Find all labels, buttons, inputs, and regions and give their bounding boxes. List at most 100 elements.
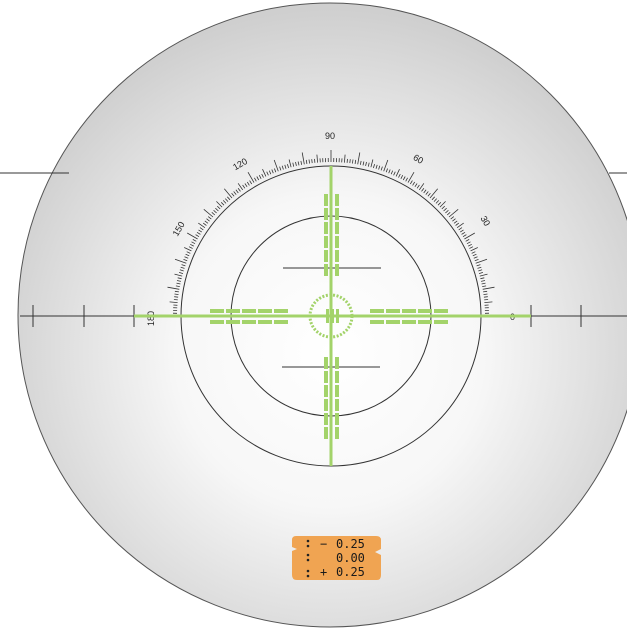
- protractor-tick: [297, 161, 300, 166]
- protractor-tick: [198, 229, 203, 233]
- protractor-tick: [261, 173, 264, 178]
- protractor-tick: [220, 202, 225, 206]
- protractor-tick: [478, 269, 483, 272]
- protractor-tick: [273, 159, 279, 172]
- protractor-tick: [383, 159, 389, 172]
- protractor-tick: [354, 159, 357, 164]
- protractor-tick: [186, 251, 191, 254]
- power-zero-value[interactable]: 0.00: [336, 551, 365, 565]
- protractor-tick: [466, 241, 471, 245]
- protractor-tick: [483, 290, 488, 293]
- bullet-dot-icon: [306, 569, 310, 573]
- protractor-tick: [180, 266, 185, 269]
- protractor-tick: [256, 176, 260, 181]
- protractor-tick: [448, 208, 459, 218]
- protractor-tick: [181, 264, 186, 267]
- protractor-tick: [393, 171, 396, 176]
- protractor-tick: [274, 168, 277, 173]
- protractor-tick: [421, 187, 425, 192]
- target-bar: [402, 309, 416, 313]
- protractor-tick: [288, 159, 292, 168]
- bullet-dot-icon: [306, 539, 310, 543]
- target-bar: [434, 309, 448, 313]
- protractor-tick: [174, 258, 187, 264]
- protractor-tick: [409, 180, 413, 185]
- protractor-tick: [242, 184, 246, 189]
- protractor-tick: [446, 212, 451, 216]
- protractor-tick: [227, 196, 231, 201]
- target-bar: [274, 320, 288, 324]
- scale-label-60: 60: [411, 152, 425, 166]
- target-bar: [434, 320, 448, 324]
- protractor-tick: [480, 277, 485, 280]
- target-bar: [324, 399, 328, 411]
- target-bar: [335, 413, 339, 425]
- protractor-tick: [199, 227, 204, 231]
- protractor-tick: [281, 165, 284, 170]
- protractor-tick: [174, 293, 179, 295]
- protractor-tick: [412, 181, 416, 186]
- target-center-ring: [308, 293, 354, 339]
- target-bar: [226, 320, 240, 324]
- protractor-tick: [185, 253, 190, 257]
- protractor-tick: [427, 192, 431, 197]
- scale-label-30: 30: [479, 214, 493, 228]
- protractor-tick: [357, 152, 361, 165]
- protractor-tick: [231, 192, 235, 197]
- protractor-tick: [246, 181, 250, 186]
- protractor-tick: [362, 161, 365, 166]
- protractor-tick: [271, 169, 274, 174]
- protractor-tick: [479, 273, 488, 277]
- protractor-tick: [237, 187, 241, 192]
- protractor-tick: [237, 183, 244, 191]
- protractor-tick: [481, 280, 486, 282]
- target-bar: [370, 309, 384, 313]
- protractor-tick: [380, 166, 383, 171]
- power-minus-value[interactable]: 0.25: [336, 537, 365, 551]
- target-bar: [324, 371, 328, 383]
- target-bar: [335, 194, 339, 206]
- protractor-tick: [443, 207, 447, 212]
- protractor-tick: [258, 175, 262, 179]
- target-bar: [324, 250, 328, 262]
- protractor-tick: [311, 159, 313, 164]
- protractor-tick: [184, 247, 192, 252]
- protractor-tick: [191, 241, 196, 245]
- protractor-tick: [268, 170, 272, 175]
- protractor-tick: [196, 231, 201, 235]
- protractor-tick: [437, 202, 442, 206]
- protractor-tick: [169, 301, 178, 303]
- power-selector-pad[interactable]: [292, 536, 381, 580]
- protractor-tick: [441, 205, 445, 210]
- protractor-tick: [476, 264, 481, 267]
- protractor-tick: [188, 246, 193, 249]
- protractor-tick: [308, 159, 310, 164]
- protractor-tick: [435, 200, 440, 204]
- protractor-tick: [222, 200, 227, 204]
- target-bar: [324, 194, 328, 206]
- protractor-tick: [344, 154, 346, 163]
- protractor-tick: [225, 198, 229, 202]
- protractor-tick: [216, 201, 223, 208]
- target-bar: [418, 320, 432, 324]
- target-bar: [331, 309, 334, 323]
- protractor-tick: [195, 234, 200, 238]
- protractor-tick: [472, 253, 477, 257]
- protractor-tick: [477, 266, 482, 269]
- power-plus-value[interactable]: 0.25: [336, 565, 365, 579]
- protractor-tick: [445, 210, 449, 214]
- protractor-tick: [468, 243, 472, 247]
- target-bar: [402, 320, 416, 324]
- target-bar: [258, 309, 272, 313]
- protractor-tick: [187, 232, 198, 240]
- protractor-tick: [284, 164, 287, 169]
- target-bar: [370, 320, 384, 324]
- protractor-tick: [453, 220, 458, 224]
- target-bar: [335, 222, 339, 234]
- protractor-tick: [469, 246, 474, 249]
- power-selector[interactable]: − 0.25 0.00 + 0.25: [292, 536, 381, 580]
- protractor-tick: [375, 164, 378, 169]
- protractor-tick: [305, 159, 308, 164]
- protractor-tick: [178, 272, 184, 274]
